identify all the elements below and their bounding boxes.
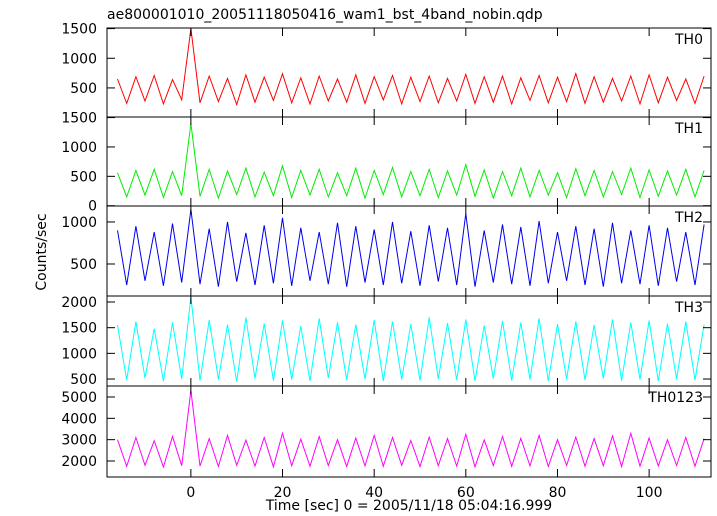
y-tick-label: 2000	[61, 454, 97, 470]
y-tick-label: 0	[88, 199, 97, 215]
x-axis-label: Time [sec] 0 = 2005/11/18 05:04:16.999	[265, 498, 552, 514]
x-tick-label: 40	[365, 485, 383, 501]
x-tick-label: 0	[186, 485, 195, 501]
series-label: TH2	[674, 210, 703, 226]
y-tick-label: 1000	[61, 215, 97, 231]
series-label: TH0123	[647, 390, 703, 406]
x-tick-label: 100	[636, 485, 663, 501]
y-tick-label: 3000	[61, 433, 97, 449]
y-tick-label: 500	[70, 257, 97, 273]
plot-frame	[106, 385, 712, 478]
y-tick-label: 2000	[61, 295, 97, 311]
data-line	[117, 209, 705, 287]
y-tick-label: 500	[70, 81, 97, 97]
x-tick-label: 80	[549, 485, 567, 501]
data-line	[117, 123, 705, 200]
series-label: TH1	[674, 121, 703, 137]
y-tick-label: 1000	[61, 346, 97, 362]
y-axis-label: Counts/sec	[34, 213, 50, 290]
chart-title: ae800001010_20051118050416_wam1_bst_4ban…	[107, 7, 543, 23]
y-tick-label: 1000	[61, 140, 97, 156]
y-tick-label: 1000	[61, 51, 97, 67]
series-label: TH0	[674, 32, 703, 48]
y-tick-label: 500	[70, 372, 97, 388]
x-tick-label: 20	[274, 485, 292, 501]
y-tick-label: 4000	[61, 411, 97, 427]
x-tick-label: 60	[457, 485, 475, 501]
data-line	[117, 296, 705, 382]
y-tick-label: 1500	[61, 22, 97, 38]
data-line	[117, 390, 705, 469]
series-label: TH3	[674, 300, 703, 316]
y-tick-label: 5000	[61, 390, 97, 406]
y-tick-label: 500	[70, 169, 97, 185]
data-line	[117, 28, 705, 107]
y-tick-label: 1500	[61, 321, 97, 337]
y-tick-label: 1500	[61, 111, 97, 127]
